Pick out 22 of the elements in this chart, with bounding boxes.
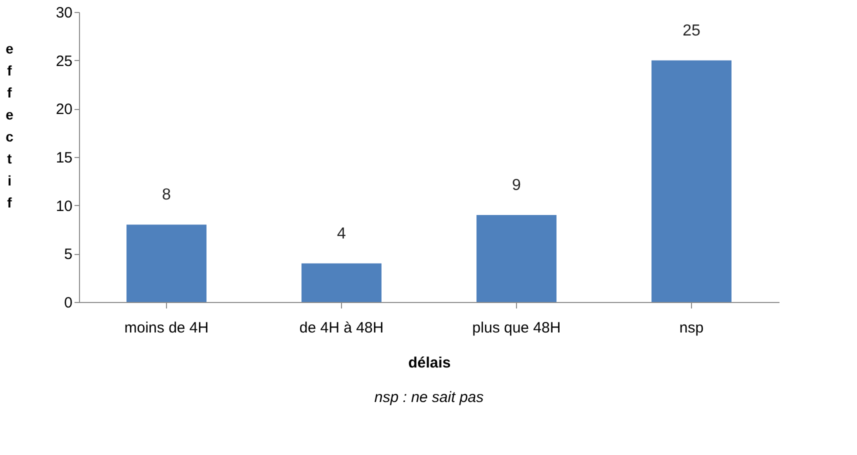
bar	[476, 215, 556, 302]
y-axis-title: effectif	[6, 40, 14, 210]
y-tick-label: 5	[64, 246, 72, 264]
x-tick-label: moins de 4H	[124, 320, 209, 336]
data-label: 9	[512, 177, 522, 194]
bar	[302, 263, 382, 302]
text: nsp : ne sait pas	[374, 389, 484, 406]
data-label: 25	[682, 22, 700, 40]
y-tick-label: 10	[56, 198, 72, 215]
data-label: 8	[162, 186, 172, 204]
bar	[652, 60, 732, 302]
y-tick-label: 20	[56, 101, 72, 118]
y-tick-label: 0	[64, 294, 72, 312]
bar	[126, 224, 206, 302]
data-label: 4	[337, 225, 346, 242]
x-tick-label: nsp	[679, 320, 704, 336]
x-tick-label: de 4H à 48H	[299, 320, 384, 336]
x-tick-label: plus que 48H	[472, 320, 561, 336]
y-tick-label: 30	[56, 4, 72, 22]
x-axis-title: délais	[408, 354, 451, 372]
y-tick-label: 15	[56, 150, 72, 166]
y-tick-label: 25	[56, 52, 72, 70]
